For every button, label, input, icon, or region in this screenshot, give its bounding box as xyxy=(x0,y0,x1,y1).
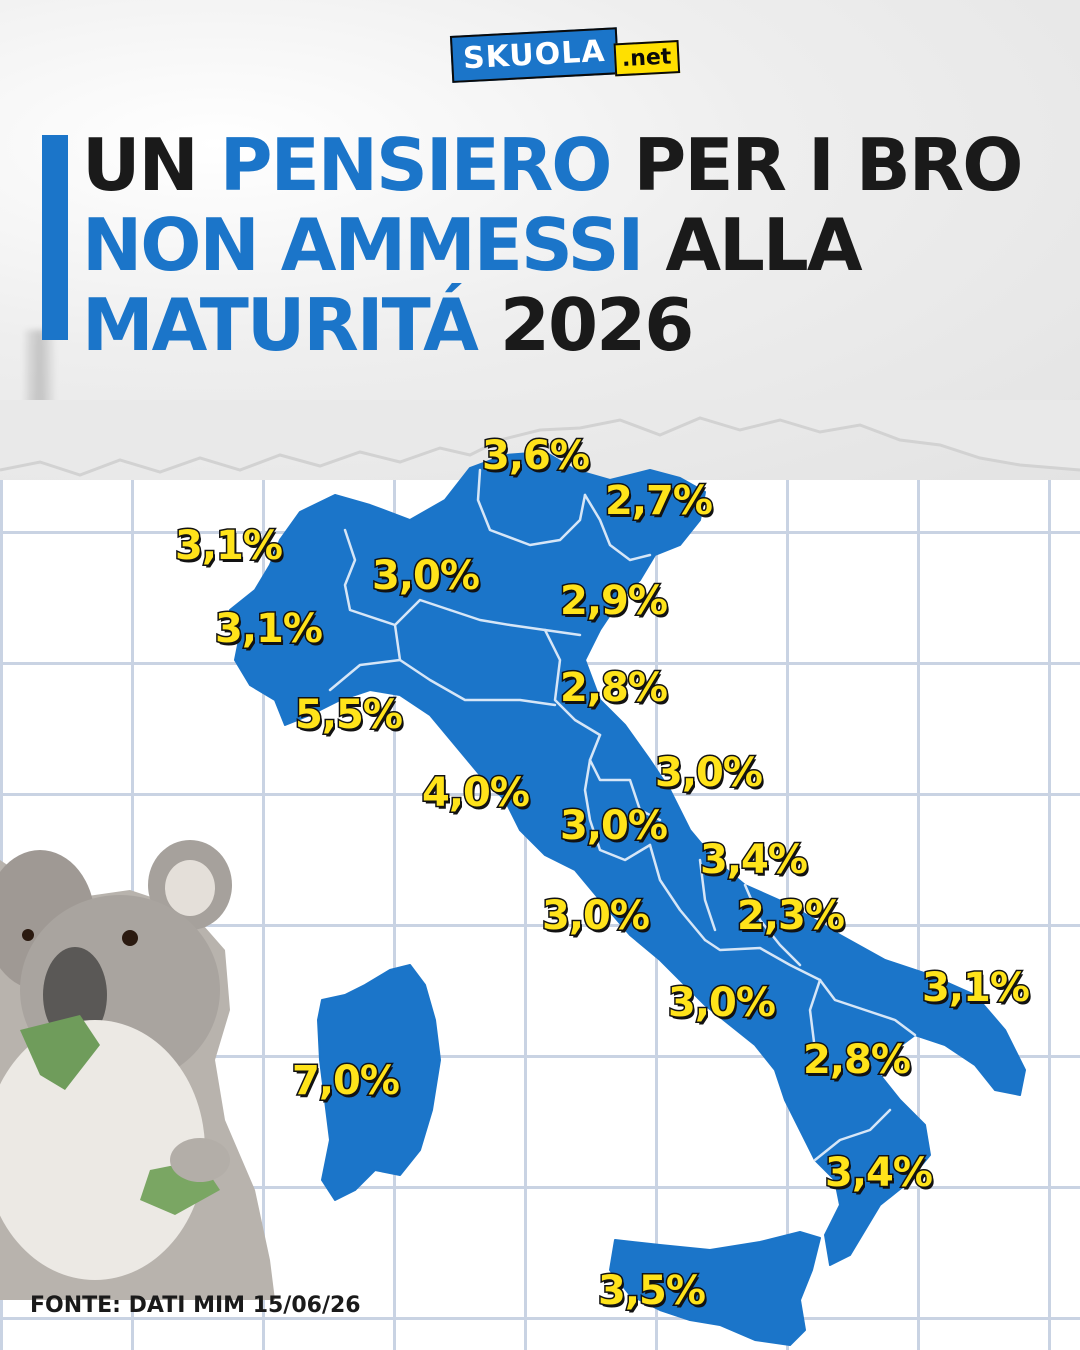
title-highlight: MATURITÁ xyxy=(82,283,479,367)
title-highlight: NON AMMESSI xyxy=(82,203,644,287)
source-note: FONTE: DATI MIM 15/06/26 xyxy=(30,1293,361,1318)
title-highlight: PENSIERO xyxy=(219,123,613,207)
region-value-abruzzo: 3,4% xyxy=(699,836,810,885)
sardinia-shape xyxy=(317,964,441,1201)
region-value-piemonte: 3,1% xyxy=(214,605,325,654)
region-value-sardegna: 7,0% xyxy=(291,1057,402,1106)
region-value-lombardia: 3,0% xyxy=(371,552,482,601)
region-value-valle-d-aosta: 3,1% xyxy=(174,522,285,571)
region-value-lazio: 3,0% xyxy=(541,892,652,941)
title-text: 2026 xyxy=(476,283,694,367)
title-line-2: NON AMMESSI ALLA xyxy=(82,205,1072,285)
region-value-toscana: 4,0% xyxy=(421,769,532,818)
region-value-emilia-romagna: 2,8% xyxy=(559,664,670,713)
region-value-veneto: 2,9% xyxy=(559,577,670,626)
region-value-liguria: 5,5% xyxy=(294,691,405,740)
title-text: UN xyxy=(82,123,220,207)
region-value-sicilia: 3,5% xyxy=(597,1267,708,1316)
region-value-friuli-venezia-giulia: 2,7% xyxy=(604,477,715,526)
torn-paper-edge xyxy=(0,400,1080,477)
region-value-marche: 3,0% xyxy=(654,749,765,798)
region-value-campania: 3,0% xyxy=(667,979,778,1028)
title-text: ALLA xyxy=(642,203,862,287)
title-text: PER I BRO xyxy=(610,123,1024,207)
title-line-3: MATURITÁ 2026 xyxy=(82,285,1072,365)
region-value-basilicata: 2,8% xyxy=(802,1036,913,1085)
region-value-umbria: 3,0% xyxy=(559,802,670,851)
page-title: UN PENSIERO PER I BRO NON AMMESSI ALLA M… xyxy=(82,125,1072,365)
region-value-molise: 2,3% xyxy=(736,892,847,941)
title-line-1: UN PENSIERO PER I BRO xyxy=(82,125,1072,205)
region-borders xyxy=(328,468,917,1162)
sicily-shape xyxy=(609,1231,821,1346)
koala-illustration xyxy=(0,840,275,1300)
region-value-calabria: 3,4% xyxy=(824,1149,935,1198)
region-value-puglia: 3,1% xyxy=(921,964,1032,1013)
region-value-trentino-alto-adige: 3,6% xyxy=(481,432,592,481)
title-accent-bar xyxy=(42,135,68,340)
